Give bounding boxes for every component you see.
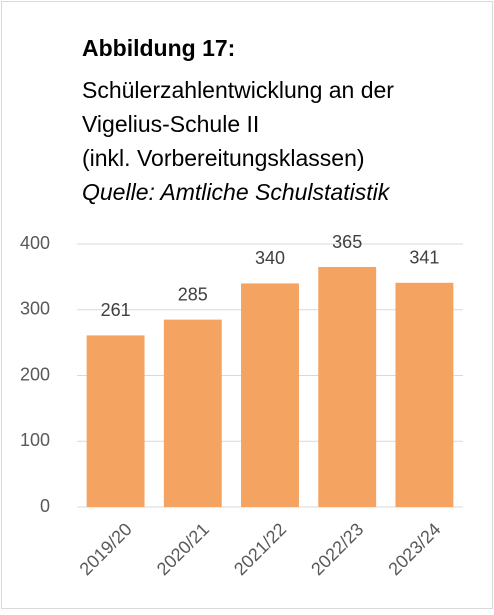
data-label: 285 [178,284,208,304]
chart-subtitle: (inkl. Vorbereitungsklassen) [82,145,365,171]
data-label: 365 [332,232,362,252]
bar [395,282,454,507]
y-tick-label: 200 [20,364,50,384]
data-label: 341 [409,248,439,268]
bar [86,335,145,507]
chart-title: Abbildung 17: [82,35,235,61]
bar [241,283,299,507]
y-tick-label: 0 [40,496,50,516]
data-label: 340 [255,248,285,268]
data-label: 261 [101,300,131,320]
bar [318,267,377,507]
chart-source: Quelle: Amtliche Schulstatistik [82,179,391,205]
y-tick-label: 400 [20,233,50,253]
y-tick-label: 300 [20,299,50,319]
chart-subtitle: Schülerzahlentwicklung an der [82,77,394,103]
chart-subtitle: Vigelius-Schule II [82,111,259,137]
bar [163,319,222,507]
y-tick-label: 100 [20,430,50,450]
